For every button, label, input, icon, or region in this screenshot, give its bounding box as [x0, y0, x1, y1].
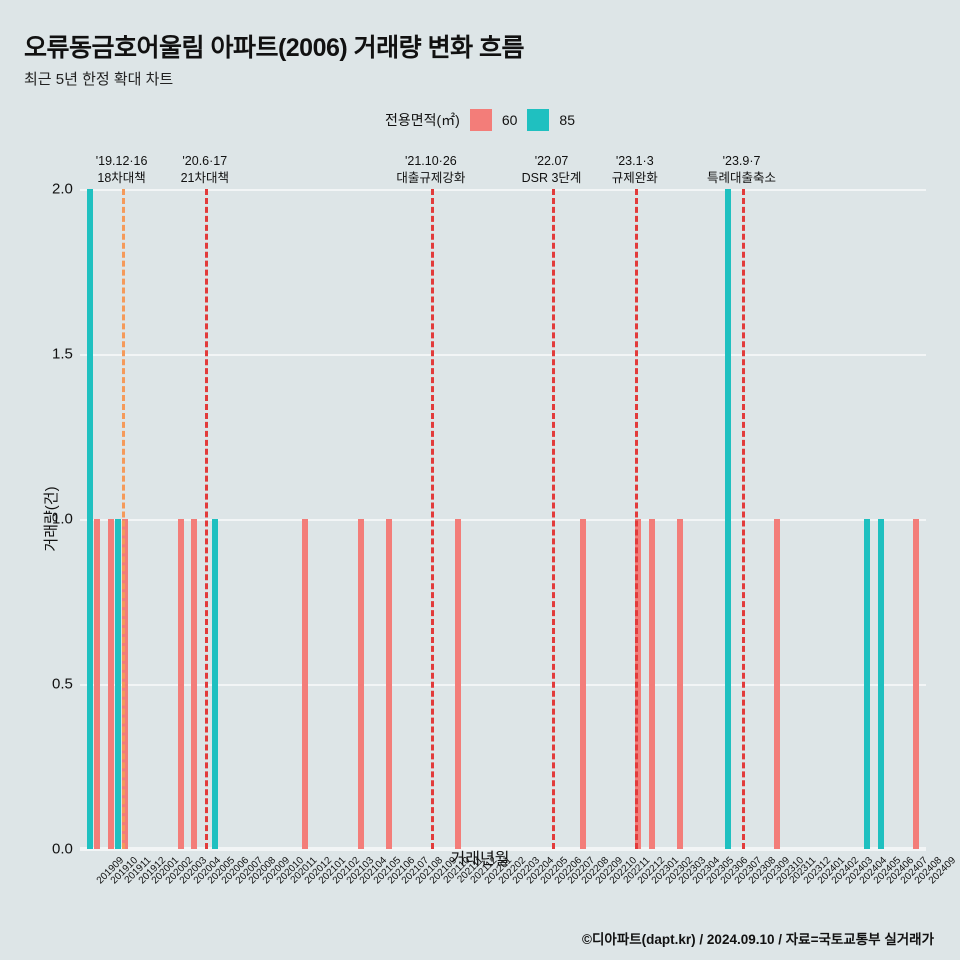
- policy-label: '23.1·3규제완화: [612, 153, 658, 187]
- policy-line: [205, 189, 208, 849]
- bar: [580, 519, 586, 849]
- bar: [386, 519, 392, 849]
- bar: [212, 519, 218, 849]
- chart-subtitle: 최근 5년 한정 확대 차트: [24, 68, 936, 89]
- bar: [878, 519, 884, 849]
- bar: [774, 519, 780, 849]
- bar: [108, 519, 114, 849]
- credit-line: ©디아파트(dapt.kr) / 2024.09.10 / 자료=국토교통부 실…: [582, 928, 934, 948]
- bar: [191, 519, 197, 849]
- policy-line: [431, 189, 434, 849]
- bar: [864, 519, 870, 849]
- legend-item-85: 85: [559, 112, 575, 128]
- chart-title: 오류동금호어울림 아파트(2006) 거래량 변화 흐름: [24, 28, 936, 64]
- legend: 전용면적(㎡) 60 85: [24, 109, 936, 131]
- bar: [913, 519, 919, 849]
- bar: [115, 519, 121, 849]
- legend-swatch-85: [527, 109, 549, 131]
- bar: [455, 519, 461, 849]
- bar: [649, 519, 655, 849]
- bar: [302, 519, 308, 849]
- legend-label: 전용면적(㎡): [385, 110, 460, 130]
- legend-item-60: 60: [502, 112, 518, 128]
- bar: [87, 189, 93, 849]
- policy-label: '22.07DSR 3단계: [522, 153, 582, 187]
- policy-line: [742, 189, 745, 849]
- y-tick: 1.5: [52, 346, 73, 363]
- policy-label: '19.12·1618차대책: [96, 153, 148, 187]
- policy-line: [122, 189, 125, 849]
- y-tick: 1.0: [52, 511, 73, 528]
- y-tick: 2.0: [52, 181, 73, 198]
- policy-label: '20.6·1721차대책: [181, 153, 229, 187]
- bar: [677, 519, 683, 849]
- legend-swatch-60: [470, 109, 492, 131]
- policy-line: [552, 189, 555, 849]
- bar: [725, 189, 731, 849]
- plot-area: [80, 189, 926, 849]
- y-tick: 0.0: [52, 841, 73, 858]
- bar: [358, 519, 364, 849]
- bar: [178, 519, 184, 849]
- bar: [94, 519, 100, 849]
- x-axis-label: 거래년월: [451, 845, 510, 869]
- chart-area: 거래량(건) 0.00.51.01.52.0 20190920191020191…: [24, 137, 936, 897]
- y-tick: 0.5: [52, 676, 73, 693]
- policy-label: '21.10·26대출규제강화: [396, 153, 465, 187]
- policy-label: '23.9·7특례대출축소: [707, 153, 776, 187]
- policy-line: [635, 189, 638, 849]
